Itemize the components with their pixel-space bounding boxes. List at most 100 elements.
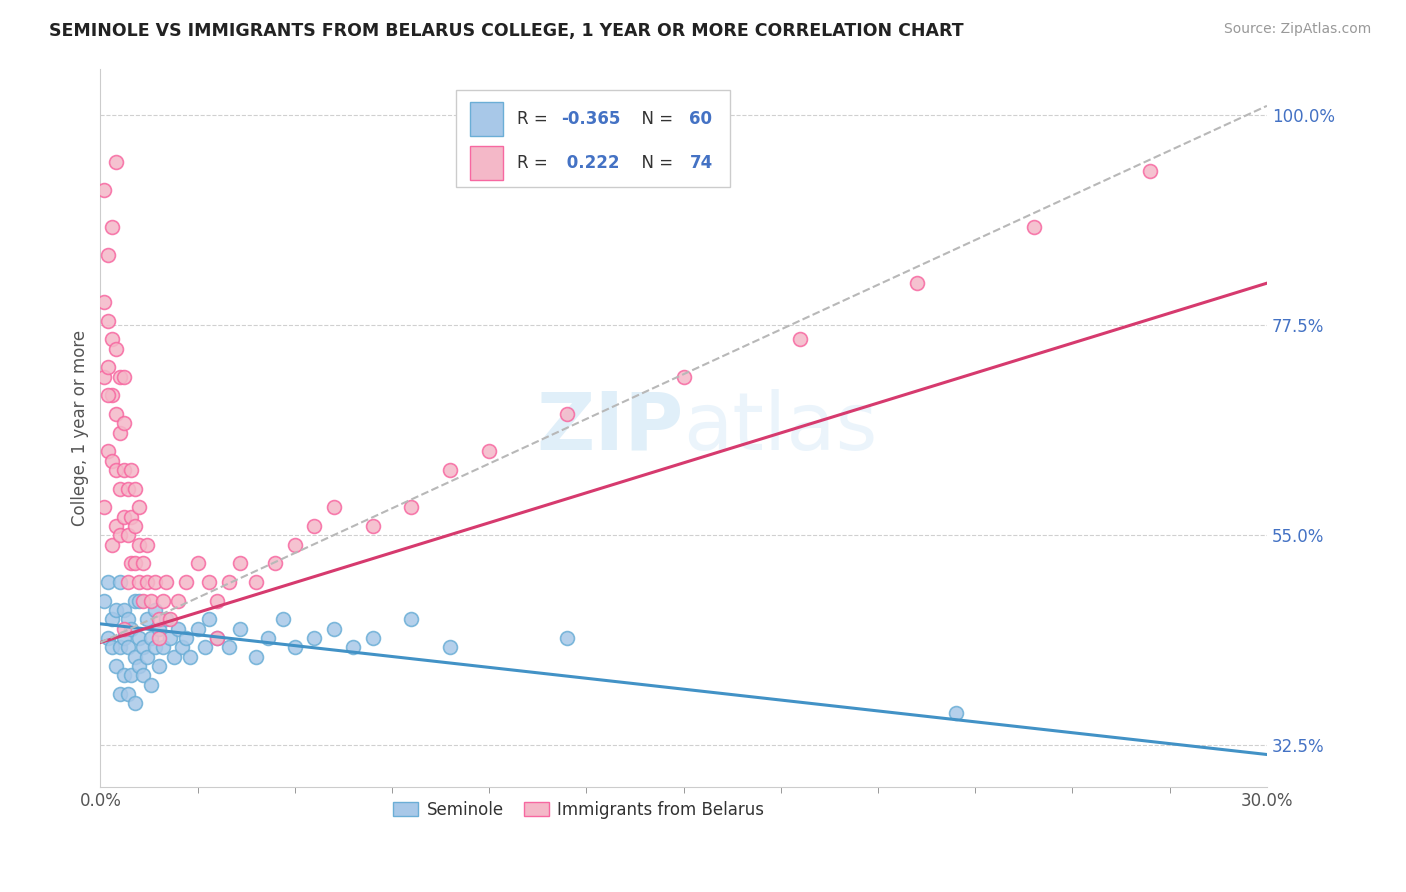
Point [555, 407, 578, 421]
Point [117, 574, 139, 589]
Point [120, 668, 142, 682]
Legend: Seminole, Immigrants from Belarus: Seminole, Immigrants from Belarus [387, 794, 770, 826]
Point [139, 677, 162, 691]
Point [143, 603, 166, 617]
Point [302, 519, 325, 533]
Point [245, 574, 267, 589]
Point [108, 640, 131, 655]
Point [284, 640, 307, 655]
Point [136, 612, 159, 626]
Point [245, 649, 267, 664]
Point [112, 603, 135, 617]
Point [198, 612, 221, 626]
Point [322, 500, 344, 515]
Point [174, 631, 197, 645]
Point [342, 640, 364, 655]
Point [672, 369, 695, 384]
Point [322, 622, 344, 636]
Point [789, 332, 811, 346]
Point [229, 622, 252, 636]
Point [143, 574, 166, 589]
Point [361, 519, 384, 533]
Text: ZIP: ZIP [536, 389, 683, 467]
Point [108, 425, 131, 440]
Point [945, 706, 967, 720]
Point [124, 649, 146, 664]
Text: 0.222: 0.222 [561, 153, 620, 172]
Point [136, 649, 159, 664]
Point [112, 622, 135, 636]
Point [132, 556, 155, 570]
Point [132, 593, 155, 607]
Text: R =: R = [517, 153, 553, 172]
Point [155, 574, 177, 589]
FancyBboxPatch shape [456, 90, 730, 187]
Point [108, 528, 131, 542]
Point [1022, 220, 1045, 235]
Point [205, 631, 228, 645]
Text: 74: 74 [689, 153, 713, 172]
Point [124, 482, 146, 496]
Point [218, 640, 240, 655]
Point [93, 294, 115, 309]
Point [128, 631, 150, 645]
Text: N =: N = [631, 111, 679, 128]
Point [108, 574, 131, 589]
Point [167, 622, 190, 636]
Point [124, 696, 146, 710]
Point [401, 612, 423, 626]
Point [152, 640, 174, 655]
Point [93, 369, 115, 384]
Text: 60: 60 [689, 111, 713, 128]
Y-axis label: College, 1 year or more: College, 1 year or more [72, 330, 89, 526]
Point [101, 612, 124, 626]
Point [555, 631, 578, 645]
Point [1139, 164, 1161, 178]
Point [101, 640, 124, 655]
Point [97, 313, 120, 327]
Point [170, 640, 193, 655]
Point [112, 463, 135, 477]
Text: Source: ZipAtlas.com: Source: ZipAtlas.com [1223, 22, 1371, 37]
Point [104, 658, 127, 673]
Point [120, 556, 142, 570]
Point [101, 537, 124, 551]
Point [132, 640, 155, 655]
Point [139, 593, 162, 607]
Point [163, 649, 186, 664]
Point [264, 556, 287, 570]
Point [179, 649, 201, 664]
Point [124, 519, 146, 533]
Point [478, 444, 501, 458]
Point [155, 612, 177, 626]
Point [97, 248, 120, 262]
Point [401, 500, 423, 515]
Point [128, 658, 150, 673]
Point [93, 593, 115, 607]
Point [97, 360, 120, 375]
Point [256, 631, 278, 645]
Point [104, 603, 127, 617]
Point [117, 482, 139, 496]
Point [187, 622, 209, 636]
Point [104, 463, 127, 477]
Point [117, 528, 139, 542]
Point [187, 556, 209, 570]
Point [229, 556, 252, 570]
Point [108, 369, 131, 384]
Point [97, 388, 120, 402]
Point [302, 631, 325, 645]
Point [284, 537, 307, 551]
Point [205, 631, 228, 645]
Text: R =: R = [517, 111, 553, 128]
Text: N =: N = [631, 153, 679, 172]
Point [97, 631, 120, 645]
Point [132, 668, 155, 682]
Point [194, 640, 217, 655]
Point [148, 631, 170, 645]
Point [128, 500, 150, 515]
Point [101, 220, 124, 235]
Point [205, 593, 228, 607]
Point [112, 668, 135, 682]
Point [174, 574, 197, 589]
